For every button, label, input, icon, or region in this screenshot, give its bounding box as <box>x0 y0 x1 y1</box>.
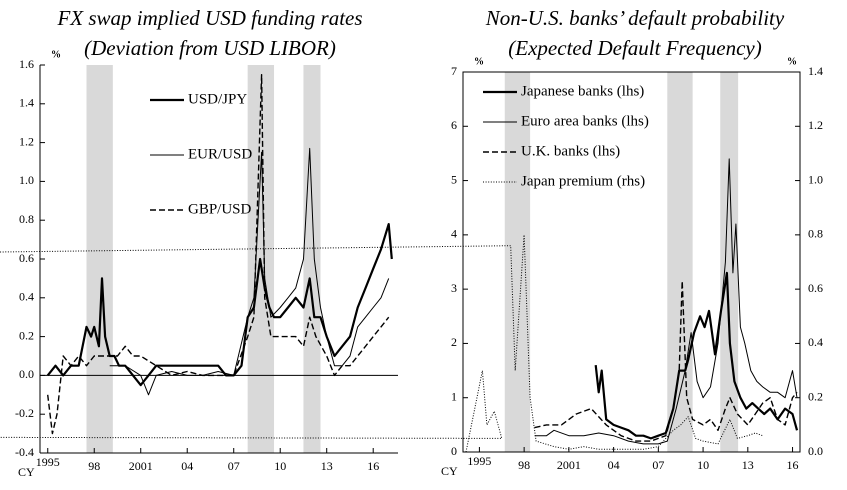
y-tick-label: 1.4 <box>19 96 34 110</box>
y2-tick-label: 0.2 <box>808 389 823 403</box>
x-tick-label: 16 <box>367 459 379 473</box>
legend-label: EUR/USD <box>188 146 252 162</box>
series-line <box>534 280 798 442</box>
x-tick-label: 07 <box>228 459 240 473</box>
y2-tick-label: 0.4 <box>808 335 823 349</box>
x-tick-label: 16 <box>787 458 799 472</box>
shaded-period <box>504 72 531 452</box>
y-tick-label: 1.0 <box>19 173 34 187</box>
shaded-period <box>667 72 693 452</box>
x-tick-label: 13 <box>742 458 754 472</box>
y-tick-label: -0.4 <box>15 445 34 459</box>
y-tick-label: 3 <box>451 281 457 295</box>
x-tick-label: 10 <box>697 458 709 472</box>
y-tick-label: 0.2 <box>19 328 34 342</box>
y-tick-label: 0.4 <box>19 290 34 304</box>
y2-tick-label: 1.0 <box>808 172 823 186</box>
y-tick-label: 4 <box>451 227 457 241</box>
series-line <box>46 223 393 387</box>
y2-tick-label: 0.8 <box>808 227 823 241</box>
y-tick-label: 1.6 <box>19 57 34 71</box>
y2-unit: % <box>787 56 797 67</box>
chart-title: Non-U.S. banks’ default probability <box>485 6 785 30</box>
y-tick-label: 6 <box>451 118 457 132</box>
x-tick-label: 98 <box>518 458 530 472</box>
y2-tick-label: 1.2 <box>808 118 823 132</box>
series-line <box>594 271 799 440</box>
series-line <box>0 234 763 453</box>
y-tick-label: 0.0 <box>19 367 34 381</box>
chart-subtitle: (Deviation from USD LIBOR) <box>84 36 336 60</box>
y-tick-label: 7 <box>451 64 457 78</box>
chart-title: FX swap implied USD funding rates <box>56 6 362 30</box>
x-tick-label: 10 <box>274 459 286 473</box>
y-unit: % <box>51 49 61 60</box>
shaded-period <box>303 65 321 453</box>
x-tick-label: 04 <box>608 458 620 472</box>
series-line <box>47 74 390 435</box>
y-tick-label: 2 <box>451 335 457 349</box>
legend-label: Japan premium (rhs) <box>521 173 645 189</box>
x-tick-label: 1995 <box>467 454 491 468</box>
y-tick-label: 0.8 <box>19 212 34 226</box>
y-tick-label: -0.2 <box>15 406 34 420</box>
legend-label: USD/JPY <box>188 91 247 107</box>
chart-subtitle: (Expected Default Frequency) <box>508 36 761 60</box>
x-tick-label: 98 <box>88 459 100 473</box>
y-tick-label: 1.2 <box>19 134 34 148</box>
series-line <box>109 147 390 396</box>
x-prefix: CY <box>18 465 35 479</box>
y-tick-label: 5 <box>451 172 457 186</box>
x-tick-label: 2001 <box>557 458 581 472</box>
y-tick-label: 1 <box>451 389 457 403</box>
legend-label: U.K. banks (lhs) <box>521 143 620 159</box>
x-tick-label: 13 <box>321 459 333 473</box>
x-tick-label: 2001 <box>129 459 153 473</box>
y2-tick-label: 1.4 <box>808 64 823 78</box>
y-tick-label: 0.6 <box>19 251 34 265</box>
x-prefix: CY <box>441 464 458 478</box>
series-line <box>534 158 798 445</box>
y-tick-label: 0 <box>451 444 457 458</box>
x-tick-label: 04 <box>181 459 193 473</box>
y2-tick-label: 0.0 <box>808 444 823 458</box>
shaded-period <box>86 65 113 453</box>
plot-frame <box>462 71 801 453</box>
y-unit: % <box>474 56 484 67</box>
x-tick-label: 07 <box>652 458 664 472</box>
x-tick-label: 1995 <box>36 455 60 469</box>
legend-label: Euro area banks (lhs) <box>521 113 649 129</box>
legend-label: GBP/USD <box>188 201 252 217</box>
shaded-period <box>720 72 739 452</box>
y2-tick-label: 0.6 <box>808 281 823 295</box>
legend-label: Japanese banks (lhs) <box>521 83 644 99</box>
